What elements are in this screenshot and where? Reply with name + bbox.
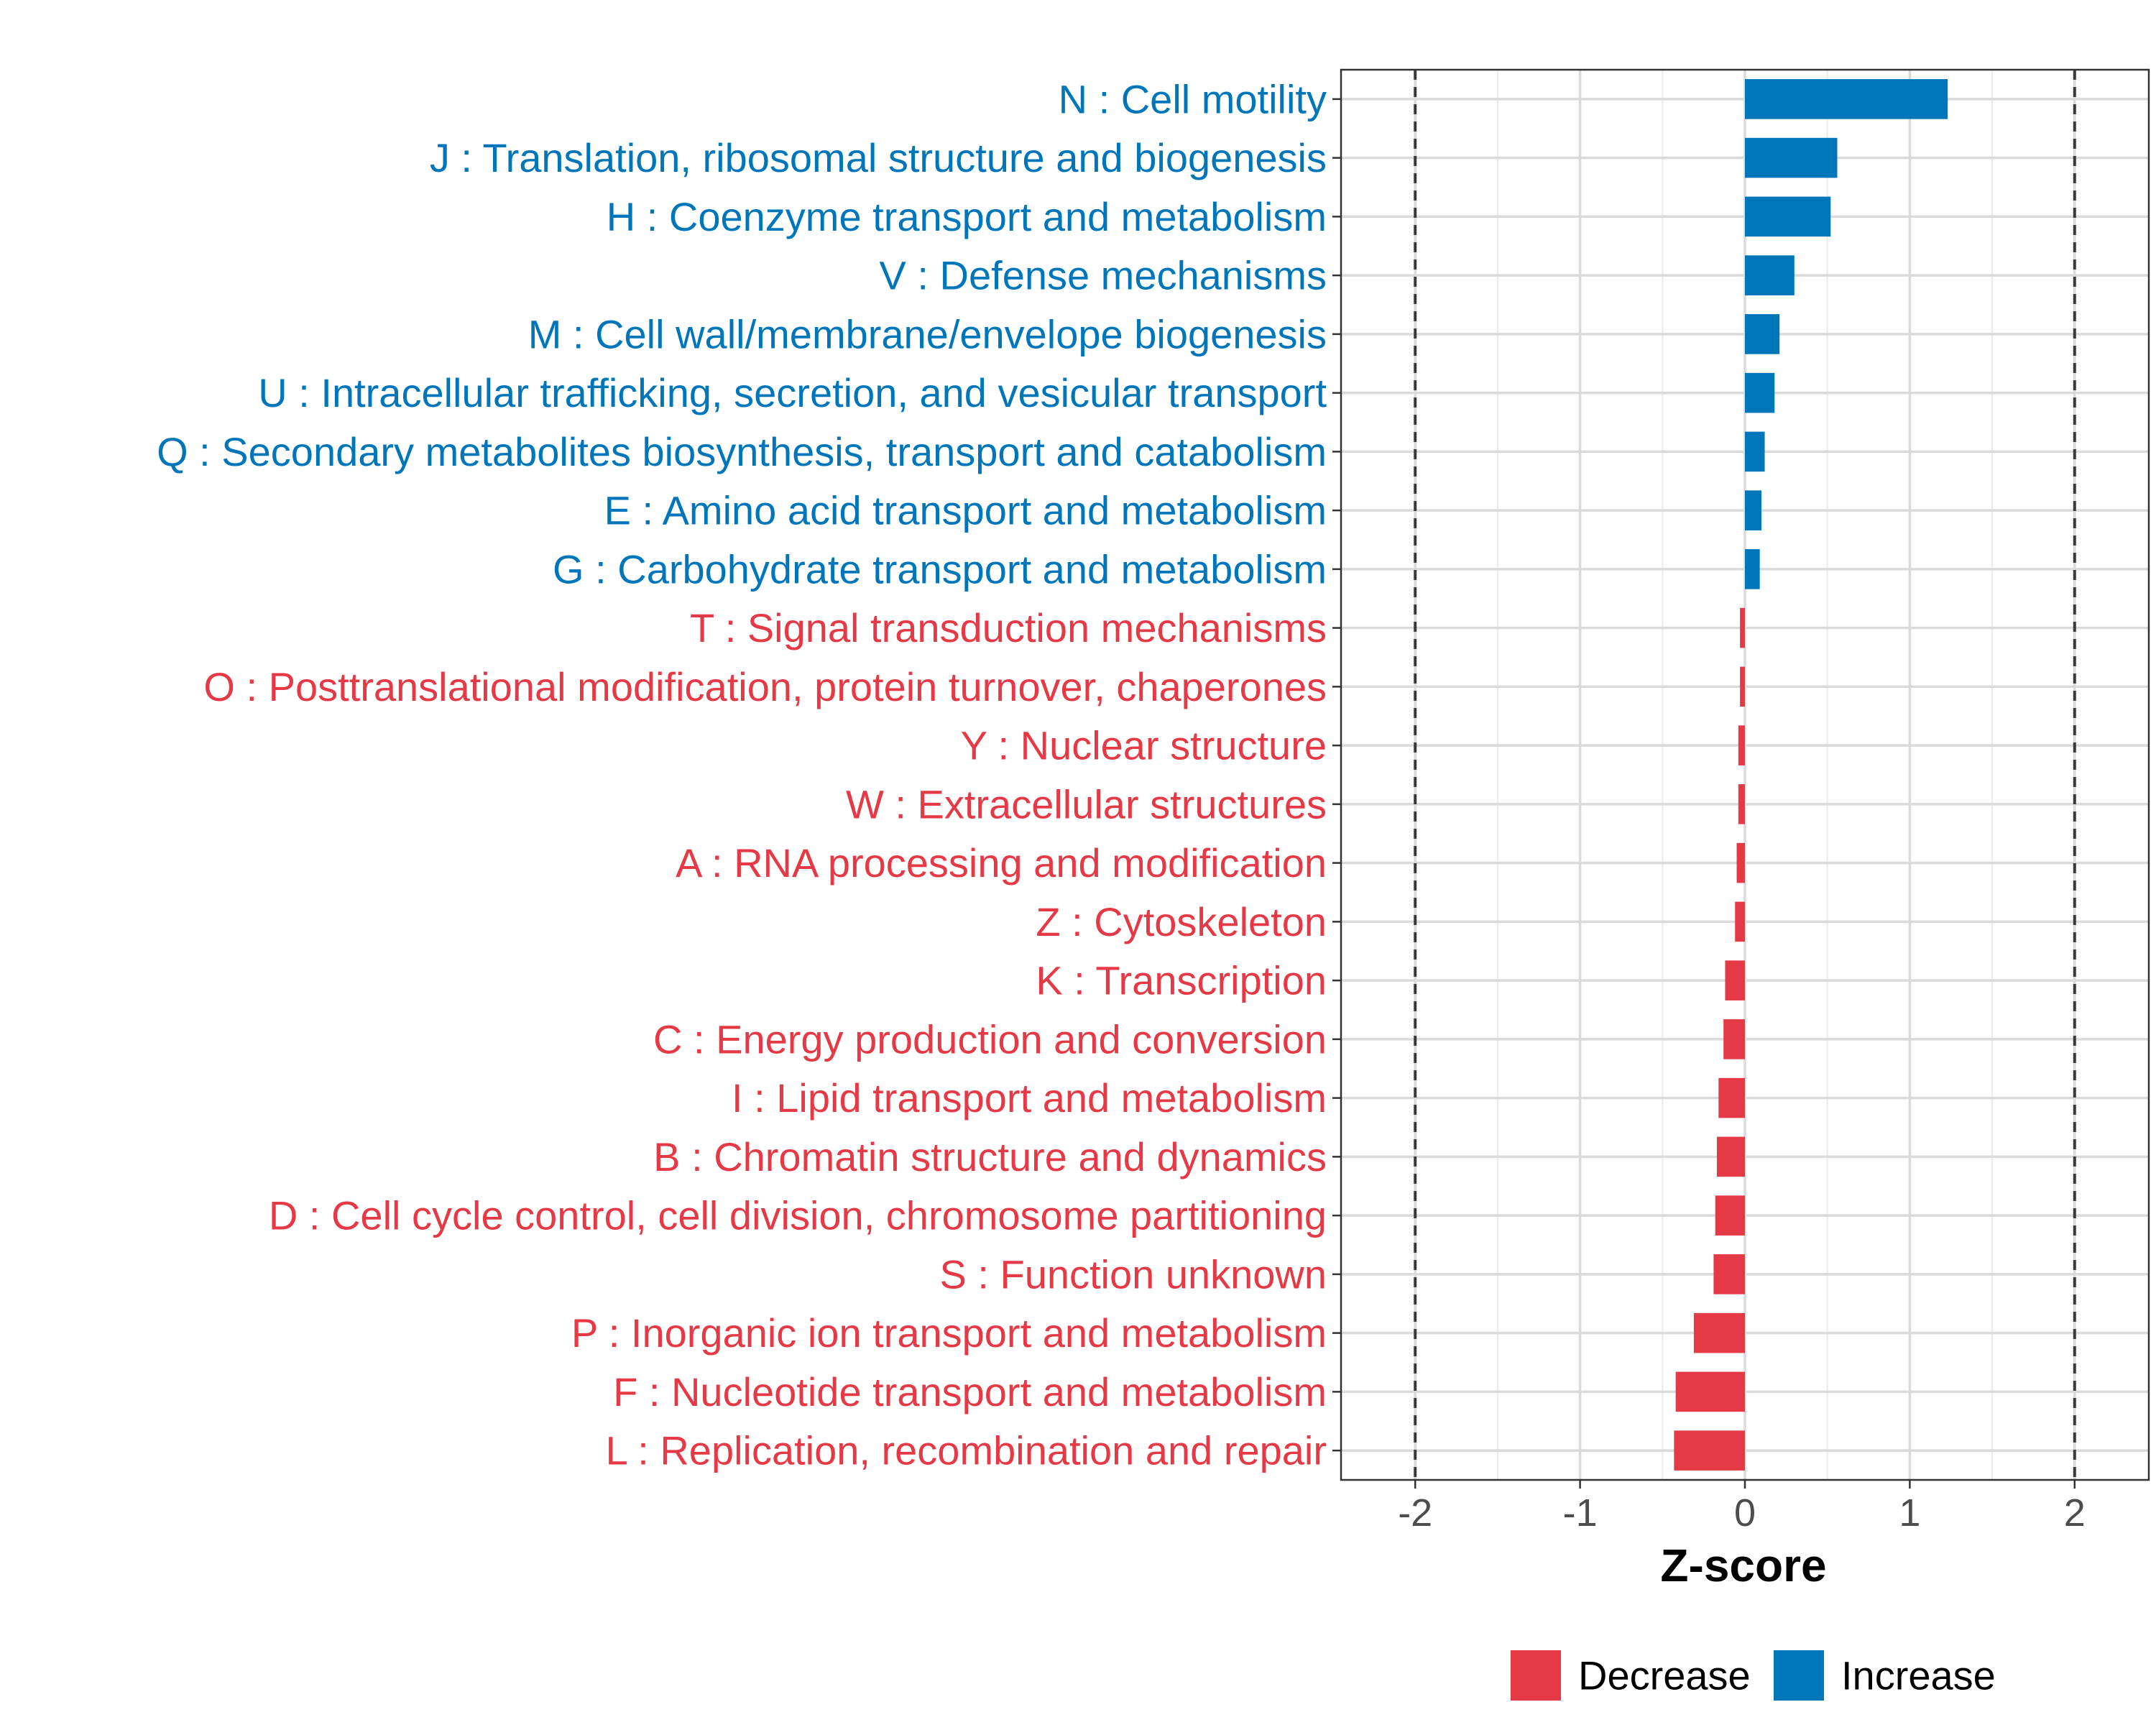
bar — [1745, 372, 1775, 413]
y-axis-category-labels: N : Cell motility J : Translation, riboso… — [157, 76, 1327, 1473]
category-label: N : Cell motility — [1059, 76, 1327, 121]
bar — [1745, 314, 1780, 354]
category-label: L : Replication, recombination and repai… — [606, 1428, 1327, 1473]
category-label: W : Extracellular structures — [846, 781, 1327, 827]
bar — [1717, 1136, 1745, 1177]
x-tick-label: -1 — [1563, 1491, 1598, 1535]
legend-swatch-increase — [1774, 1650, 1824, 1701]
bar — [1718, 1077, 1745, 1118]
category-label: B : Chromatin structure and dynamics — [653, 1134, 1327, 1179]
bar — [1740, 666, 1745, 707]
x-tick-label: 1 — [1899, 1491, 1920, 1535]
bar — [1745, 490, 1761, 530]
bar — [1675, 1371, 1745, 1412]
category-label: Q : Secondary metabolites biosynthesis, … — [157, 429, 1327, 474]
x-tick-label: 0 — [1734, 1491, 1756, 1535]
category-label: Z : Cytoskeleton — [1036, 899, 1327, 944]
bar — [1736, 842, 1745, 883]
bar — [1738, 725, 1745, 765]
bar — [1723, 1019, 1745, 1059]
category-label: O : Posttranslational modification, prot… — [203, 664, 1327, 709]
reference-lines — [1414, 70, 2076, 1480]
x-axis-title: Z-score — [1660, 1540, 1826, 1591]
bars — [1674, 79, 1948, 1471]
category-label: K : Transcription — [1036, 958, 1327, 1003]
category-label: E : Amino acid transport and metabolism — [604, 488, 1327, 533]
x-tick-label: -2 — [1398, 1491, 1432, 1535]
category-label: T : Signal transduction mechanisms — [690, 605, 1327, 650]
x-tick-label: 2 — [2064, 1491, 2086, 1535]
category-label: U : Intracellular trafficking, secretion… — [258, 370, 1327, 415]
category-label: P : Inorganic ion transport and metaboli… — [571, 1310, 1327, 1356]
bar — [1745, 549, 1760, 589]
legend: Decrease Increase — [1511, 1650, 1996, 1701]
bar — [1745, 431, 1765, 472]
bar — [1745, 79, 1948, 119]
bar — [1738, 784, 1745, 824]
bar — [1745, 137, 1838, 178]
category-label: F : Nucleotide transport and metabolism — [613, 1369, 1327, 1414]
bar — [1745, 255, 1795, 295]
category-label: A : RNA processing and modification — [676, 840, 1327, 886]
bar — [1693, 1312, 1745, 1353]
bar — [1715, 1195, 1745, 1236]
category-label: V : Defense mechanisms — [880, 253, 1327, 298]
category-label: H : Coenzyme transport and metabolism — [607, 194, 1327, 239]
category-label: S : Function unknown — [939, 1251, 1327, 1297]
category-label: J : Translation, ribosomal structure and… — [430, 135, 1327, 180]
bar — [1713, 1254, 1745, 1294]
bar — [1674, 1430, 1745, 1471]
bar — [1735, 901, 1745, 942]
category-label: M : Cell wall/membrane/envelope biogenes… — [528, 311, 1327, 356]
category-label: I : Lipid transport and metabolism — [732, 1075, 1327, 1121]
category-label: Y : Nuclear structure — [961, 723, 1327, 768]
y-axis-ticks — [1332, 98, 1341, 1452]
bar — [1725, 960, 1745, 1000]
category-label: G : Carbohydrate transport and metabolis… — [553, 546, 1327, 592]
category-label: C : Energy production and conversion — [653, 1016, 1327, 1062]
legend-swatch-decrease — [1511, 1650, 1561, 1701]
legend-label-increase: Increase — [1841, 1653, 1996, 1698]
legend-label-decrease: Decrease — [1578, 1653, 1751, 1698]
x-axis-ticks: -2 -1 0 1 2 — [1398, 1480, 2086, 1535]
category-label: D : Cell cycle control, cell division, c… — [269, 1193, 1327, 1238]
bar — [1745, 196, 1831, 237]
bar — [1740, 607, 1745, 648]
